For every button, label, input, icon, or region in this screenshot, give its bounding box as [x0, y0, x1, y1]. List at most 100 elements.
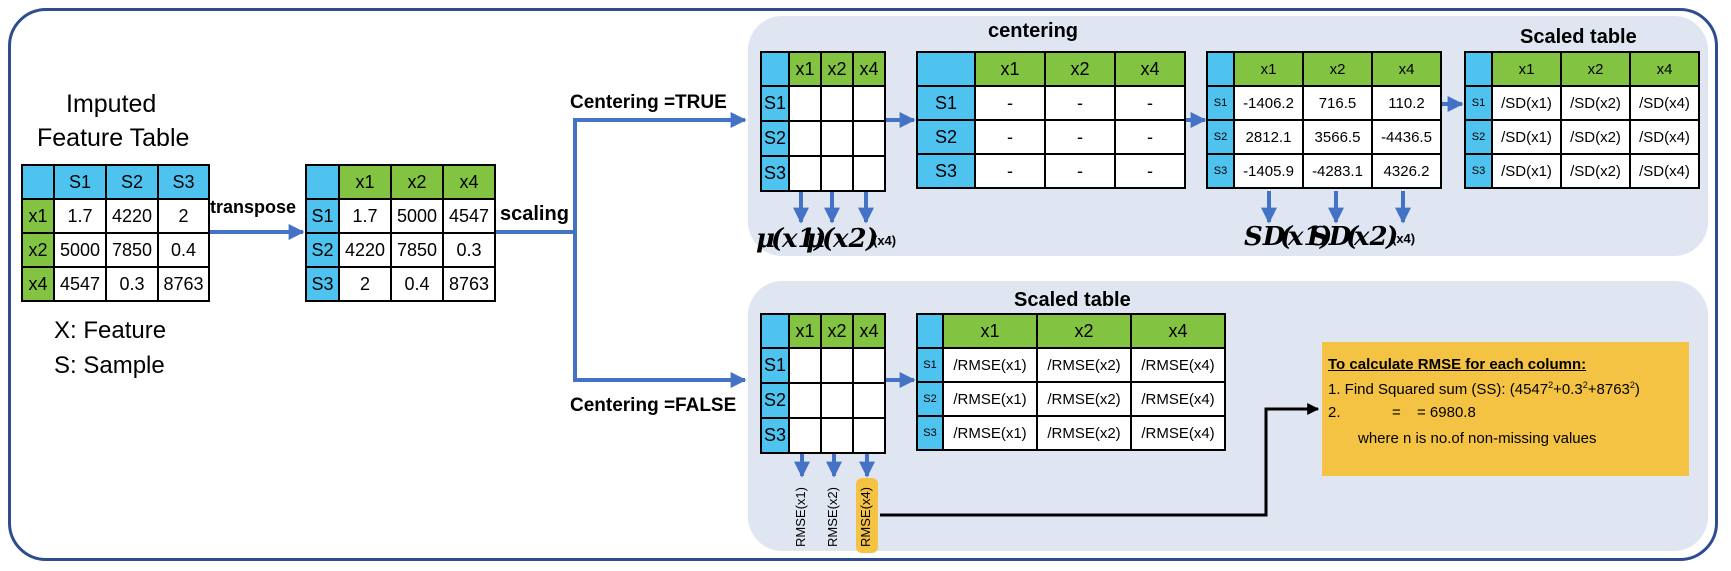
table-cell — [820, 85, 854, 122]
col-header: x2 — [390, 164, 444, 200]
table-cell — [852, 347, 886, 384]
step1-sup: 2 — [1582, 380, 1588, 390]
paren: ( — [822, 224, 835, 254]
row-header: S3 — [760, 155, 790, 192]
rmse-to-box-arrow — [880, 403, 1320, 517]
table-cell — [788, 155, 822, 192]
row-header: S2 — [760, 120, 790, 157]
row-header: S2 — [916, 381, 944, 417]
table-cell — [788, 347, 822, 384]
scaled-table-title-bottom: Scaled table — [1014, 289, 1131, 311]
table-cell: 8763 — [157, 266, 210, 302]
transpose-label: transpose — [210, 197, 297, 217]
sd-symbol: SD — [1310, 222, 1352, 252]
table-cell: - — [1114, 119, 1186, 155]
paren: ) — [1386, 222, 1399, 252]
col-header: x2 — [1560, 51, 1631, 87]
table-corner — [1206, 51, 1235, 87]
table-cell: -1406.2 — [1233, 85, 1304, 121]
scaling-branch-line — [494, 112, 747, 234]
table-corner — [1464, 51, 1493, 87]
row-header: S2 — [1206, 119, 1235, 155]
row-header: S1 — [1464, 85, 1493, 121]
step1-text: ) — [1634, 381, 1640, 398]
step1-sup: 2 — [1629, 380, 1635, 390]
col-header: x1 — [974, 51, 1046, 87]
mean-x1: x1 — [782, 224, 816, 254]
sd-x4: (x4) — [1392, 231, 1416, 246]
table-cell: 1.7 — [53, 198, 107, 234]
rmse-input-table: x1 x2 x4 S1 S2 S3 — [760, 313, 886, 454]
table-cell: - — [1044, 85, 1116, 121]
table-cell: 2 — [338, 266, 392, 302]
table-cell: 110.2 — [1371, 85, 1442, 121]
table-cell: 5000 — [53, 232, 107, 268]
row-header: S3 — [916, 415, 944, 451]
centering-title: centering — [988, 20, 1079, 42]
row-header: S1 — [760, 347, 790, 384]
table-cell: 4220 — [105, 198, 159, 234]
table-cell — [852, 85, 886, 122]
step1-text: +8763 — [1587, 381, 1630, 398]
col-header: x2 — [1044, 51, 1116, 87]
row-header: S1 — [1206, 85, 1235, 121]
table-cell: 3566.5 — [1302, 119, 1373, 155]
centering-true-label: Centering =TRUE — [570, 92, 727, 113]
table-cell: -1405.9 — [1233, 153, 1304, 189]
col-header: x4 — [442, 164, 496, 200]
col-header: x4 — [1371, 51, 1442, 87]
table-cell: -4283.1 — [1302, 153, 1373, 189]
col-header: x2 — [820, 51, 854, 87]
table-cell: 0.4 — [390, 266, 444, 302]
paren: ) — [866, 224, 879, 254]
table-cell: /RMSE(x1) — [942, 347, 1038, 383]
table-cell: 0.3 — [105, 266, 159, 302]
step1-sup: 2 — [1548, 380, 1554, 390]
table-cell — [820, 155, 854, 192]
centering-false-branch — [573, 232, 747, 388]
table-cell — [852, 155, 886, 192]
table-cell: 1.7 — [338, 198, 392, 234]
col-header: x4 — [1130, 313, 1226, 349]
row-header: S1 — [760, 85, 790, 122]
paren: ) — [1320, 222, 1333, 252]
table-cell — [820, 417, 854, 454]
col-header: S3 — [157, 164, 210, 200]
paren: ( — [1346, 222, 1359, 252]
row-header: S1 — [305, 198, 340, 234]
col-header: x1 — [788, 51, 822, 87]
table-corner — [305, 164, 340, 200]
table-cell: /RMSE(x4) — [1130, 347, 1226, 383]
table-cell: /RMSE(x4) — [1130, 381, 1226, 417]
col-header: x2 — [1036, 313, 1132, 349]
row-header: S2 — [1464, 119, 1493, 155]
table-cell — [852, 120, 886, 157]
imputed-title-line2: Feature Table — [37, 124, 190, 152]
table-cell — [788, 417, 822, 454]
centering-false-label: Centering =FALSE — [570, 395, 737, 416]
sd-scaled-table: x1 x2 x4 S1 /SD(x1) /SD(x2) /SD(x4) S2 /… — [1464, 51, 1700, 189]
rmse-box-title: To calculate RMSE for each column: — [1328, 356, 1587, 373]
table-cell: 0.4 — [157, 232, 210, 268]
centered-values-table: x1 x2 x4 S1 -1406.2 716.5 110.2 S2 2812.… — [1206, 51, 1442, 189]
col-header: x1 — [338, 164, 392, 200]
col-header: x1 — [1233, 51, 1304, 87]
col-header: x1 — [1491, 51, 1562, 87]
table-corner — [760, 51, 790, 87]
rmse-x4-highlight — [856, 478, 878, 553]
mean-x2: x2 — [833, 224, 867, 254]
row-header: S3 — [916, 153, 976, 189]
row-header: S2 — [305, 232, 340, 268]
legend-feature: X: Feature — [54, 317, 167, 344]
table-cell: /RMSE(x2) — [1036, 381, 1132, 417]
table-cell — [820, 347, 854, 384]
imputed-feature-table: S1 S2 S3 x1 1.7 4220 2 x2 5000 7850 0.4 … — [21, 164, 210, 302]
paren: ( — [771, 224, 784, 254]
table-cell: /SD(x2) — [1560, 119, 1631, 155]
row-header: x2 — [21, 232, 55, 268]
sd-symbol: SD — [1244, 222, 1286, 252]
col-header: x2 — [1302, 51, 1373, 87]
table-cell: 716.5 — [1302, 85, 1373, 121]
transposed-table: x1 x2 x4 S1 1.7 5000 4547 S2 4220 7850 0… — [305, 164, 496, 302]
